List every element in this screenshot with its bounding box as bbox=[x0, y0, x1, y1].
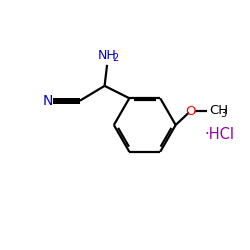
Text: 3: 3 bbox=[221, 109, 227, 119]
Text: CH: CH bbox=[209, 104, 228, 117]
Text: ·HCl: ·HCl bbox=[204, 128, 234, 142]
Text: NH: NH bbox=[98, 49, 116, 62]
Text: 2: 2 bbox=[112, 53, 118, 63]
Text: N: N bbox=[43, 94, 54, 108]
Text: O: O bbox=[185, 105, 195, 118]
